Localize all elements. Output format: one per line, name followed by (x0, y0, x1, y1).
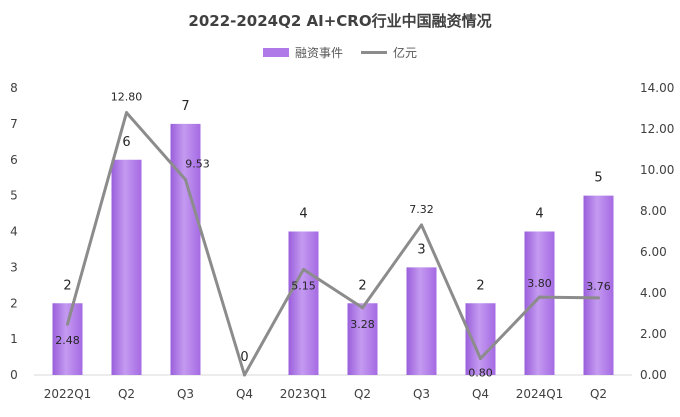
y-left-tick-label: 2 (10, 296, 18, 310)
y-left-tick-label: 6 (10, 153, 18, 167)
bar-value-label: 6 (122, 135, 130, 150)
data-labels: 2 6 7 0 4 2 3 2 4 5 2.48 12.80 9.53 5.15 3.28 7.32 0.80 3… (55, 91, 611, 380)
line-point (184, 178, 187, 182)
x-tick-label: Q3 (177, 387, 194, 401)
bar-value-label: 0 (240, 350, 248, 365)
y-right-tick-label: 4.00 (640, 286, 667, 300)
bar (583, 195, 614, 375)
line-point (597, 296, 600, 300)
line-value-label: 3.80 (527, 277, 552, 290)
bar (288, 231, 319, 375)
x-tick-label: Q3 (413, 387, 430, 401)
y-axis-left: 0 1 2 3 4 5 6 7 8 (10, 81, 18, 382)
y-right-tick-label: 2.00 (640, 327, 667, 341)
line-value-label: 2.48 (55, 334, 80, 347)
y-left-tick-label: 5 (10, 189, 18, 203)
legend-label-amount: 亿元 (393, 46, 418, 60)
x-tick-label: Q2 (118, 387, 135, 401)
line-value-label: 12.80 (111, 91, 143, 104)
bar-value-label: 2 (63, 278, 71, 293)
bar-series (52, 123, 614, 375)
bar (347, 303, 378, 375)
x-tick-label: 2024Q1 (516, 387, 564, 401)
line-value-label: 9.53 (185, 158, 210, 171)
line-point (125, 111, 128, 115)
line-point (243, 373, 246, 377)
x-tick-label: Q4 (236, 387, 253, 401)
y-left-tick-label: 0 (10, 368, 18, 382)
line-point (479, 357, 482, 361)
x-tick-label: Q2 (590, 387, 607, 401)
y-right-tick-label: 10.00 (640, 163, 674, 177)
bar-value-label: 5 (594, 171, 602, 186)
bar-value-label: 2 (358, 278, 366, 293)
y-left-tick-label: 3 (10, 260, 18, 274)
line-value-label: 3.28 (350, 318, 375, 331)
line-value-label: 5.15 (291, 279, 316, 292)
y-left-tick-label: 7 (10, 117, 18, 131)
x-axis: 2022Q1 Q2 Q3 Q4 2023Q1 Q2 Q3 Q4 2024Q1 Q2 (34, 374, 632, 401)
bar (465, 303, 496, 375)
x-tick-label: 2023Q1 (280, 387, 328, 401)
bar-value-label: 2 (476, 278, 484, 293)
y-left-tick-label: 8 (10, 81, 18, 95)
bar (170, 123, 201, 375)
bar (111, 159, 142, 375)
chart-title: 2022-2024Q2 AI+CRO行业中国融资情况 (188, 12, 492, 30)
line-value-label: 3.76 (586, 280, 611, 293)
legend-bar-swatch (262, 48, 289, 57)
bar-value-label: 4 (299, 207, 307, 222)
legend-item-amount[interactable]: 亿元 (361, 44, 417, 61)
y-right-tick-label: 12.00 (640, 122, 674, 136)
line-value-label: 7.32 (409, 203, 434, 216)
line-point (538, 295, 541, 299)
bar-value-label: 3 (417, 242, 425, 257)
line-point (66, 322, 69, 326)
x-tick-label: Q4 (472, 387, 489, 401)
line-value-label: 0.80 (468, 367, 493, 380)
chart-legend: 融资事件 亿元 (0, 44, 680, 61)
line-point (302, 267, 305, 271)
legend-label-events: 融资事件 (294, 46, 343, 60)
line-point (420, 223, 423, 227)
x-tick-label: 2022Q1 (44, 387, 92, 401)
amount-line (66, 111, 599, 377)
bar (524, 231, 555, 375)
y-right-tick-label: 0.00 (640, 368, 667, 382)
y-right-tick-label: 6.00 (640, 245, 667, 259)
bar-value-label: 7 (181, 99, 189, 114)
bar-value-label: 4 (535, 207, 543, 222)
legend-item-events[interactable]: 融资事件 (262, 44, 343, 61)
line-series (66, 111, 600, 377)
bar (52, 303, 83, 375)
y-right-tick-label: 8.00 (640, 204, 667, 218)
x-tick-label: Q2 (354, 387, 371, 401)
y-left-tick-label: 1 (10, 332, 18, 346)
y-right-tick-label: 14.00 (640, 81, 674, 95)
line-point (361, 306, 364, 310)
y-left-tick-label: 4 (10, 225, 18, 239)
bar (406, 267, 437, 375)
y-axis-right: 0.00 2.00 4.00 6.00 8.00 10.00 12.00 14.00 (640, 81, 674, 382)
legend-line-swatch (361, 51, 387, 54)
